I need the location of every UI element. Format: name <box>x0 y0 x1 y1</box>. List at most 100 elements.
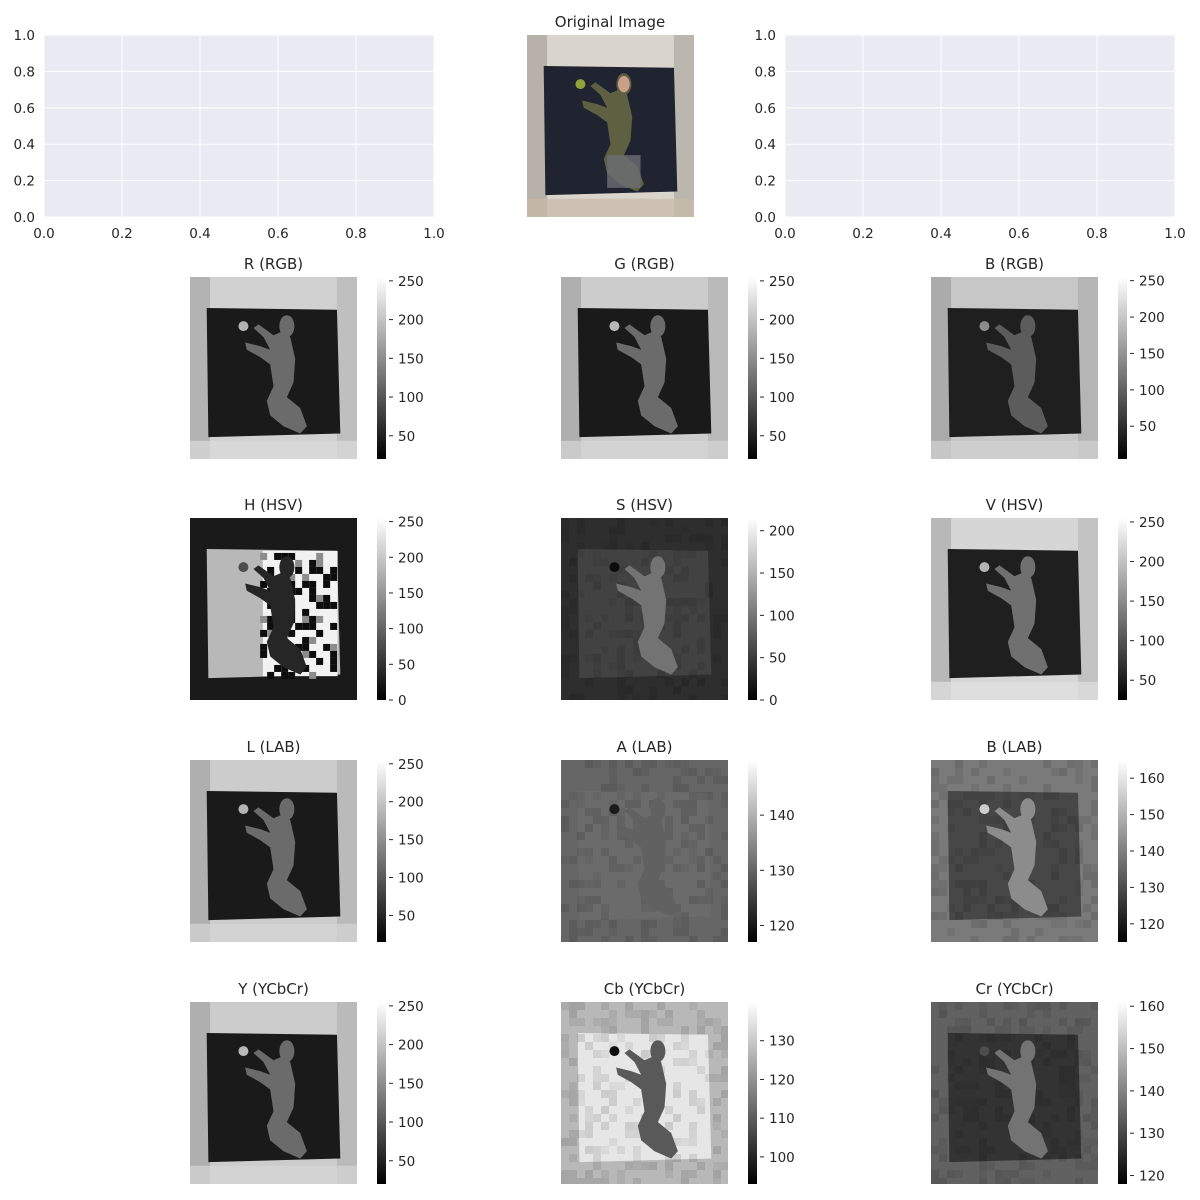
apple <box>979 804 990 815</box>
colorbar-tick-label: 130 <box>1139 1126 1165 1142</box>
noise-block <box>601 1018 609 1026</box>
noise-block <box>1003 824 1011 832</box>
noise-block <box>955 1066 963 1074</box>
noise-block <box>1051 912 1059 920</box>
noise-block <box>1059 936 1067 942</box>
noise-block <box>577 1130 585 1138</box>
noise-block <box>673 920 681 928</box>
noise-block <box>633 630 641 638</box>
noise-block <box>1051 792 1059 800</box>
image-content <box>561 277 728 459</box>
y-tick-label: 0.8 <box>755 64 776 80</box>
scene-figure <box>616 807 678 917</box>
noise-block <box>1067 816 1075 824</box>
floor-band <box>527 198 694 217</box>
wall-shade <box>527 35 548 217</box>
noise-block <box>1075 776 1083 784</box>
colorbar-tick-label: 250 <box>398 515 424 531</box>
noise-block <box>931 848 939 856</box>
noise-block <box>689 1122 697 1130</box>
noise-block <box>939 1098 947 1106</box>
colorbar-tick-label: 120 <box>769 1072 795 1088</box>
noise-block <box>1091 1002 1098 1010</box>
channel-v-hsv: V (HSV) <box>931 496 1098 700</box>
noise-block <box>955 848 963 856</box>
noise-block <box>617 880 625 888</box>
colorbar-tick-label: 120 <box>1139 917 1165 933</box>
noise-block <box>681 920 689 928</box>
noise-block <box>979 1170 987 1178</box>
noise-block <box>625 542 633 550</box>
noise-block <box>1003 1090 1011 1098</box>
noise-block <box>609 800 617 808</box>
noise-block <box>697 1106 705 1114</box>
noise-block <box>931 784 939 792</box>
noise-block <box>625 936 633 942</box>
noise-block <box>721 1034 728 1042</box>
noise-block <box>625 800 633 808</box>
noise-block <box>609 1010 617 1018</box>
noise-block <box>561 614 569 622</box>
noise-block <box>585 904 593 912</box>
noise-block <box>274 664 282 672</box>
noise-block <box>721 518 728 526</box>
channel-title: S (HSV) <box>616 496 673 514</box>
noise-block <box>1075 760 1083 768</box>
noise-block <box>955 1082 963 1090</box>
noise-block <box>681 912 689 920</box>
noise-block <box>281 671 289 679</box>
noise-block <box>1083 1018 1091 1026</box>
noise-block <box>633 824 641 832</box>
noise-block <box>1059 1002 1067 1010</box>
noise-block <box>1051 864 1059 872</box>
noise-block <box>979 1146 987 1154</box>
noise-block <box>673 848 681 856</box>
noise-block <box>617 670 625 678</box>
noise-block <box>955 1034 963 1042</box>
noise-block <box>1003 912 1011 920</box>
noise-block <box>689 840 697 848</box>
original-image-title: Original Image <box>555 13 665 31</box>
channel-title: G (RGB) <box>614 255 674 273</box>
noise-block <box>1059 848 1067 856</box>
noise-block <box>609 630 617 638</box>
noise-block <box>1091 1114 1098 1122</box>
noise-block <box>330 573 338 581</box>
noise-block <box>633 1178 641 1184</box>
noise-block <box>323 573 331 581</box>
noise-block <box>569 936 577 942</box>
x-tick-label: 0.0 <box>774 226 795 242</box>
colorbar-tick-label: 200 <box>769 524 795 540</box>
noise-block <box>681 760 689 768</box>
noise-block <box>1043 1170 1051 1178</box>
noise-block <box>569 1010 577 1018</box>
noise-block <box>585 574 593 582</box>
noise-block <box>955 1146 963 1154</box>
noise-block <box>585 928 593 936</box>
channel-l-lab: L (LAB) <box>190 738 357 942</box>
noise-block <box>577 590 585 598</box>
scene-head <box>279 315 295 338</box>
noise-block <box>713 654 721 662</box>
noise-block <box>569 574 577 582</box>
noise-block <box>673 606 681 614</box>
noise-block <box>649 686 657 694</box>
noise-block <box>1059 1074 1067 1082</box>
colorbar-tick-label: 50 <box>398 657 415 673</box>
noise-block <box>987 1034 995 1042</box>
noise-block <box>633 1154 641 1162</box>
noise-block <box>931 816 939 824</box>
noise-block <box>721 534 728 542</box>
noise-block <box>1091 896 1098 904</box>
noise-block <box>569 1170 577 1178</box>
channel-h-hsv: H (HSV) <box>190 496 357 700</box>
noise-block <box>601 904 609 912</box>
noise-block <box>641 1010 649 1018</box>
noise-block <box>593 760 601 768</box>
noise-block <box>633 646 641 654</box>
noise-block <box>569 1002 577 1010</box>
noise-block <box>260 643 268 651</box>
noise-block <box>697 678 705 686</box>
noise-block <box>577 550 585 558</box>
noise-block <box>681 526 689 534</box>
